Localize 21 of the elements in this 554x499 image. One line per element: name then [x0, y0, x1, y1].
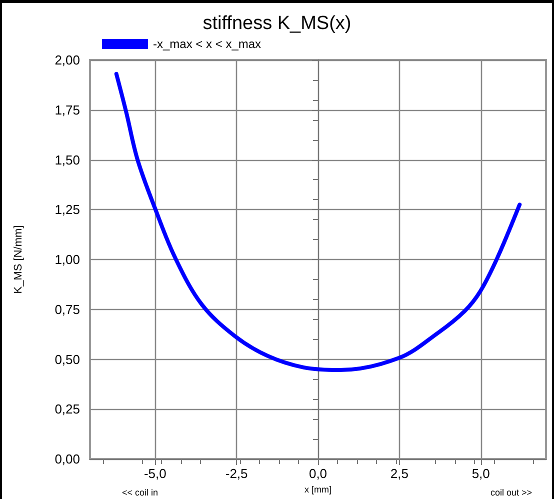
y-tick-label: 0,00 [54, 452, 80, 466]
y-axis-title: K_MS [N/mm] [12, 225, 24, 294]
x-tick-label: 2,5 [390, 466, 408, 481]
y-tick-label: 1,50 [54, 152, 80, 168]
y-tick-label: 2,00 [54, 52, 80, 68]
chart-title: stiffness K_MS(x) [202, 13, 352, 34]
text: coil out >> [490, 488, 532, 498]
line-series [114, 72, 522, 372]
x-tick-label: -2,5 [225, 466, 248, 481]
legend-label: -x_max < x < x_max [153, 37, 262, 51]
x-tick-label: -5,0 [144, 466, 166, 481]
x-tick-label: 0,0 [308, 466, 328, 481]
x-tick-label: 5,0 [472, 466, 490, 481]
y-tick-label: 1,00 [54, 252, 80, 267]
x-axis-title: x [mm] [304, 484, 332, 494]
y-tick-label: 0,25 [54, 402, 80, 417]
text: << coil in [122, 488, 158, 498]
y-tick-label: 1,25 [54, 202, 80, 218]
y-tick-label: 0,50 [54, 352, 80, 367]
y-tick-label: 0,75 [54, 302, 80, 317]
y-tick-label: 1,75 [54, 102, 80, 118]
